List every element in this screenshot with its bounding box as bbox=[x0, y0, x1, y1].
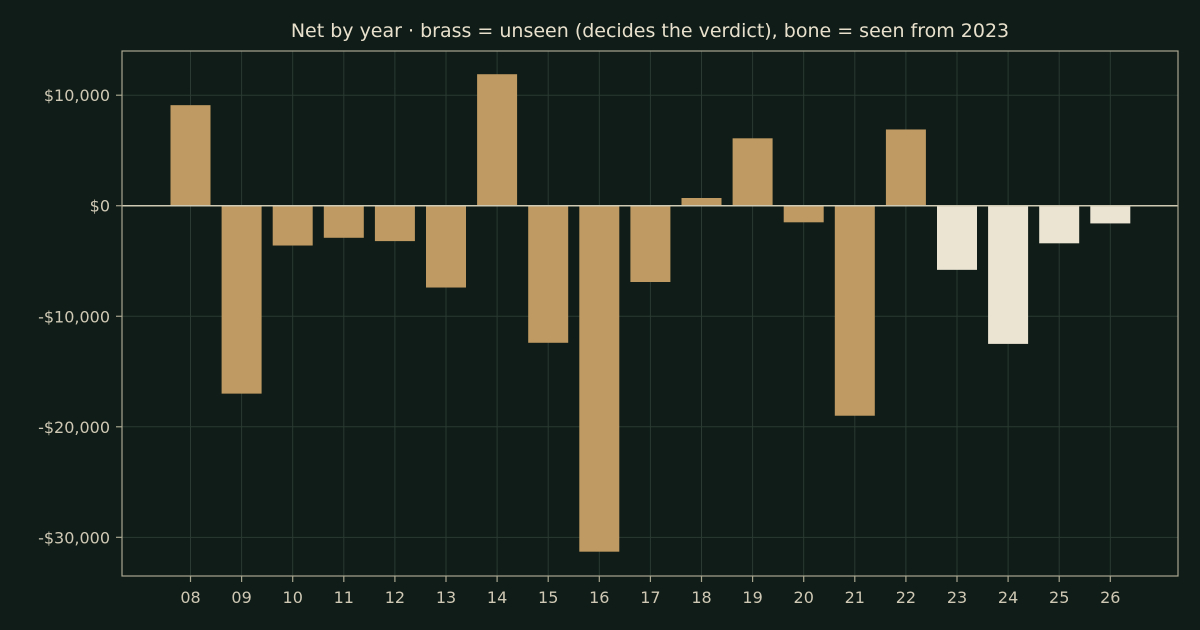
bar-19 bbox=[732, 138, 773, 206]
x-tick-label: 08 bbox=[180, 588, 200, 607]
bar-24 bbox=[988, 205, 1029, 344]
bar-16 bbox=[579, 205, 620, 552]
x-tick-label: 11 bbox=[334, 588, 354, 607]
bar-11 bbox=[323, 205, 364, 238]
x-tick-label: 09 bbox=[231, 588, 251, 607]
y-tick-label: $10,000 bbox=[44, 86, 110, 105]
x-tick-label: 21 bbox=[845, 588, 865, 607]
x-tick-label: 24 bbox=[998, 588, 1018, 607]
bar-12 bbox=[374, 205, 415, 242]
x-tick-label: 26 bbox=[1100, 588, 1120, 607]
bar-08 bbox=[170, 105, 211, 206]
x-tick-label: 12 bbox=[385, 588, 405, 607]
y-tick-label: -$20,000 bbox=[38, 418, 110, 437]
x-tick-label: 22 bbox=[896, 588, 916, 607]
x-tick-label: 25 bbox=[1049, 588, 1069, 607]
x-tick-label: 19 bbox=[742, 588, 762, 607]
x-tick-label: 16 bbox=[589, 588, 609, 607]
x-tick-label: 20 bbox=[794, 588, 814, 607]
y-tick-label: -$10,000 bbox=[38, 307, 110, 326]
y-tick-label: -$30,000 bbox=[38, 528, 110, 547]
bar-17 bbox=[630, 205, 671, 282]
bar-20 bbox=[783, 205, 824, 223]
x-tick-label: 10 bbox=[283, 588, 303, 607]
chart-title: Net by year · brass = unseen (decides th… bbox=[291, 20, 1009, 42]
x-tick-label: 23 bbox=[947, 588, 967, 607]
x-tick-label: 18 bbox=[691, 588, 711, 607]
bar-25 bbox=[1039, 205, 1080, 244]
bar-09 bbox=[221, 205, 262, 394]
bar-23 bbox=[937, 205, 977, 270]
bar-22 bbox=[885, 129, 926, 206]
y-axis-ticks: $10,000 $0 -$10,000 -$20,000 -$30,000 bbox=[38, 86, 122, 547]
x-tick-label: 17 bbox=[640, 588, 660, 607]
x-tick-label: 14 bbox=[487, 588, 507, 607]
x-tick-label: 15 bbox=[538, 588, 558, 607]
bar-21 bbox=[834, 205, 875, 416]
bar-18 bbox=[681, 198, 722, 206]
x-tick-label: 13 bbox=[436, 588, 456, 607]
x-axis-ticks: 08 09 10 11 12 13 14 15 16 17 18 19 20 21 22 23 24 25 26 bbox=[180, 576, 1120, 607]
bar-13 bbox=[426, 205, 466, 288]
bars bbox=[170, 74, 1131, 552]
y-tick-label: $0 bbox=[90, 197, 110, 216]
bar-14 bbox=[477, 74, 518, 206]
bar-15 bbox=[528, 205, 569, 343]
bar-10 bbox=[272, 205, 313, 246]
bar-26 bbox=[1090, 205, 1131, 224]
